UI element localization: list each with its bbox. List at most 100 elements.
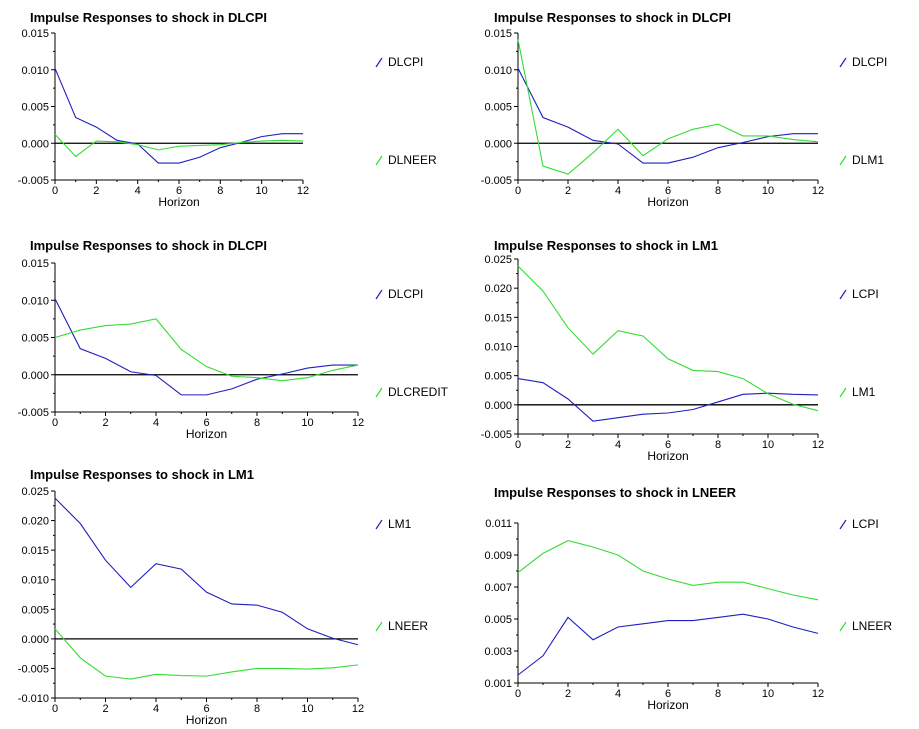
chart-4-legend-swatch-lcpi: [839, 289, 847, 300]
chart-5-ytick-label: 0.015: [21, 545, 49, 557]
chart-1-legend-label-dlneer: DLNEER: [388, 153, 437, 167]
chart-5-xtick-label: 10: [301, 703, 313, 715]
chart-4-xtick-label: 6: [665, 439, 671, 451]
chart-6-ytick-label: 0.007: [484, 582, 512, 594]
chart-1-legend-label-dlcpi: DLCPI: [388, 55, 423, 69]
chart-3-xlabel: Horizon: [186, 427, 227, 441]
chart-3-legend-label-dlcredit: DLCREDIT: [388, 385, 449, 399]
chart-4-ytick-label: 0.025: [484, 254, 512, 266]
chart-2-xtick-label: 10: [762, 185, 774, 197]
chart-4-xtick-label: 10: [762, 439, 774, 451]
chart-1-ytick-label: 0.015: [21, 28, 49, 40]
chart-4-xtick-label: 12: [812, 439, 824, 451]
chart-1-xtick-label: 10: [256, 185, 268, 197]
chart-2-xtick-label: 4: [615, 185, 621, 197]
chart-5-ytick-label: -0.005: [18, 663, 49, 675]
chart-1-xtick-label: 0: [52, 185, 58, 197]
chart-2-xtick-label: 0: [515, 185, 521, 197]
chart-2-ytick-label: 0.010: [484, 65, 512, 77]
chart-3-xtick-label: 8: [254, 417, 260, 429]
chart-2-ytick-label: 0.015: [484, 28, 512, 40]
chart-2-legend-swatch-dlm1: [839, 155, 847, 166]
chart-3-xtick-label: 0: [52, 417, 58, 429]
chart-6-xlabel: Horizon: [647, 698, 688, 712]
chart-2-xtick-label: 12: [812, 185, 824, 197]
chart-6-legend-label-lcpi: LCPI: [852, 517, 879, 531]
chart-4-series-line-lcpi: [517, 378, 819, 422]
chart-5-xtick-label: 0: [52, 703, 58, 715]
chart-1-series-line-dlneer: [54, 134, 304, 158]
chart-3-xtick-label: 2: [102, 417, 108, 429]
chart-5-xtick-label: 6: [203, 703, 209, 715]
chart-3-series-line-dlcpi: [54, 298, 358, 396]
chart-6: Impulse Responses to shock in LNEER 0.001…: [484, 485, 892, 712]
chart-6-ytick-label: 0.001: [484, 678, 512, 690]
chart-2-ytick-label: -0.005: [481, 175, 512, 187]
chart-3-title: Impulse Responses to shock in DLCPI: [30, 238, 267, 253]
chart-6-title: Impulse Responses to shock in LNEER: [494, 485, 737, 500]
chart-2-xlabel: Horizon: [647, 195, 688, 209]
chart-5-title: Impulse Responses to shock in LM1: [30, 467, 254, 482]
chart-4-title: Impulse Responses to shock in LM1: [494, 238, 718, 253]
chart-4-xtick-label: 8: [715, 439, 721, 451]
chart-2-series-line-dlm1: [517, 39, 819, 175]
chart-5-legend-swatch-lm1: [375, 519, 383, 530]
chart-2-xtick-label: 2: [565, 185, 571, 197]
chart-5-series-line-lm1: [54, 497, 359, 646]
chart-1-ytick-label: 0.010: [21, 65, 49, 77]
chart-6-xtick-label: 10: [762, 688, 774, 700]
chart-2-ytick-label: 0.005: [484, 102, 512, 114]
chart-2-xtick-label: 8: [715, 185, 721, 197]
chart-5-xtick-label: 4: [153, 703, 159, 715]
chart-6-xtick-label: 6: [665, 688, 671, 700]
chart-5-legend-label-lm1: LM1: [388, 517, 412, 531]
chart-6-legend-label-lneer: LNEER: [852, 619, 892, 633]
chart-2-title: Impulse Responses to shock in DLCPI: [494, 10, 731, 25]
chart-4-ytick-label: 0.010: [484, 342, 512, 354]
chart-4-legend-swatch-lm1: [839, 387, 847, 398]
chart-5-ytick-label: -0.010: [18, 693, 49, 705]
chart-5-xlabel: Horizon: [186, 713, 227, 727]
chart-1-legend-swatch-dlcpi: [375, 57, 383, 68]
chart-2-xtick-label: 6: [665, 185, 671, 197]
chart-3-legend-swatch-dlcredit: [375, 387, 383, 398]
chart-4-ytick-label: -0.005: [481, 429, 512, 441]
chart-6-xtick-label: 8: [715, 688, 721, 700]
chart-3-xtick-label: 6: [203, 417, 209, 429]
chart-3-series-line-dlcredit: [54, 318, 359, 382]
chart-4-xtick-label: 4: [615, 439, 621, 451]
chart-5-ytick-label: 0.020: [21, 516, 49, 528]
chart-4-ytick-label: 0.020: [484, 283, 512, 295]
chart-3-ytick-label: 0.000: [21, 370, 49, 382]
chart-3-xtick-label: 12: [352, 417, 364, 429]
chart-1-legend-swatch-dlneer: [375, 155, 383, 166]
chart-6-xtick-label: 0: [515, 688, 521, 700]
chart-3-ytick-label: -0.005: [18, 407, 49, 419]
chart-6-series-line-lcpi: [517, 613, 819, 676]
chart-4-series-line-lm1: [517, 265, 819, 412]
chart-4-ytick-label: 0.005: [484, 371, 512, 383]
chart-6-xtick-label: 12: [812, 688, 824, 700]
chart-3-ytick-label: 0.015: [21, 258, 49, 270]
chart-1-xtick-label: 4: [135, 185, 141, 197]
chart-1-xtick-label: 6: [176, 185, 182, 197]
chart-5-legend-swatch-lneer: [375, 621, 383, 632]
chart-1-ytick-label: -0.005: [18, 175, 49, 187]
chart-1-ytick-label: 0.005: [21, 102, 49, 114]
chart-1-xtick-label: 12: [297, 185, 309, 197]
chart-4-ytick-label: 0.015: [484, 312, 512, 324]
chart-1-series-line-dlcpi: [54, 68, 303, 164]
chart-2-ytick-label: 0.000: [484, 138, 512, 150]
chart-6-legend-swatch-lneer: [839, 621, 847, 632]
chart-4-legend-label-lm1: LM1: [852, 385, 876, 399]
chart-5-xtick-label: 8: [254, 703, 260, 715]
chart-3-legend-label-dlcpi: DLCPI: [388, 287, 423, 301]
chart-1-xtick-label: 2: [93, 185, 99, 197]
chart-6-ytick-label: 0.011: [485, 518, 512, 530]
chart-3-xtick-label: 10: [301, 417, 313, 429]
chart-4: Impulse Responses to shock in LM1 -0.005 0…: [481, 238, 879, 463]
chart-4-xlabel: Horizon: [647, 449, 688, 463]
chart-1: Impulse Responses to shock in DLCPI -0.00…: [18, 10, 437, 209]
chart-6-ytick-label: 0.005: [484, 614, 512, 626]
chart-5: Impulse Responses to shock in LM1 -0.010 -…: [18, 467, 429, 727]
